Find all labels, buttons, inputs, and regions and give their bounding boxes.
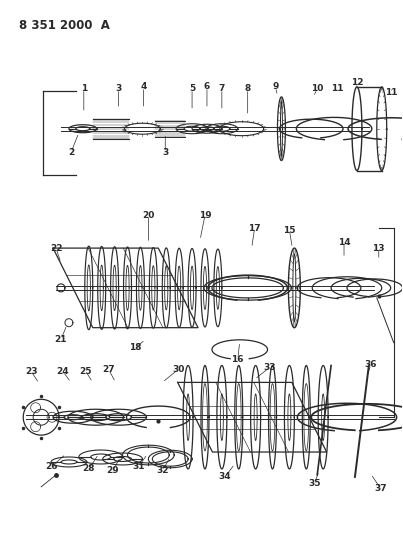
Text: 37: 37 (374, 484, 387, 494)
Text: 11: 11 (331, 84, 343, 93)
Text: 26: 26 (45, 463, 57, 472)
Text: 17: 17 (248, 224, 261, 233)
Text: 1: 1 (81, 84, 87, 93)
Text: 31: 31 (132, 463, 145, 472)
Text: 16: 16 (231, 355, 244, 364)
Text: 12: 12 (351, 78, 363, 87)
Text: 10: 10 (311, 84, 323, 93)
Text: 14: 14 (338, 238, 350, 247)
Text: 23: 23 (25, 367, 37, 376)
Text: 18: 18 (129, 343, 142, 352)
Text: 13: 13 (372, 244, 385, 253)
Text: 21: 21 (55, 335, 67, 344)
Text: 7: 7 (219, 84, 225, 93)
Text: 3: 3 (115, 84, 122, 93)
Text: 20: 20 (142, 211, 155, 220)
Text: 33: 33 (263, 363, 276, 372)
Text: 11: 11 (385, 88, 398, 98)
Text: 36: 36 (365, 360, 377, 369)
Text: 22: 22 (50, 244, 62, 253)
Text: 4: 4 (140, 83, 147, 92)
Text: 3: 3 (162, 148, 168, 157)
Text: 8 351 2000  A: 8 351 2000 A (19, 19, 110, 33)
Text: 9: 9 (272, 83, 278, 92)
Text: 2: 2 (68, 148, 74, 157)
Text: 8: 8 (245, 84, 251, 93)
Text: 29: 29 (106, 466, 119, 475)
Text: 19: 19 (199, 211, 211, 220)
Text: 27: 27 (102, 365, 115, 374)
Text: 24: 24 (57, 367, 69, 376)
Text: 15: 15 (283, 225, 296, 235)
Text: 5: 5 (189, 84, 195, 93)
Text: 28: 28 (83, 464, 95, 473)
Text: 34: 34 (218, 472, 231, 481)
Text: 32: 32 (156, 466, 168, 475)
Text: 35: 35 (308, 479, 320, 488)
Text: 30: 30 (172, 365, 184, 374)
Text: 6: 6 (204, 83, 210, 92)
Text: 25: 25 (79, 367, 92, 376)
